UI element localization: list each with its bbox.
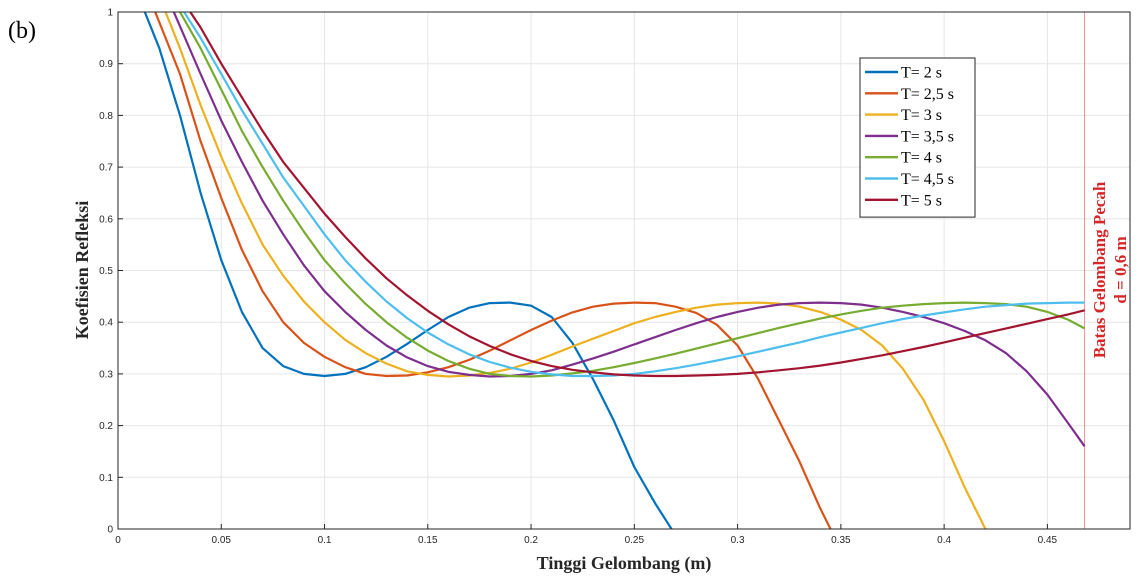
x-tick-label: 0 (115, 535, 121, 546)
legend-label: T= 4 s (901, 150, 942, 167)
y-tick-label: 0.7 (99, 163, 113, 174)
y-tick-label: 0 (107, 525, 113, 536)
series-line-6 (183, 12, 1085, 378)
y-tick-label: 0.4 (99, 318, 113, 329)
y-tick-label: 0.8 (99, 111, 113, 122)
y-tick-label: 0.6 (99, 214, 113, 225)
series-line-3 (164, 12, 987, 529)
breaking-limit-label: Batas Gelombang Pecah (1090, 181, 1109, 358)
series-line-2 (154, 12, 832, 529)
series-line-1 (143, 12, 673, 529)
y-axis-label: Koefisien Refleksi (72, 201, 92, 339)
x-tick-label: 0.45 (1038, 535, 1058, 546)
y-tick-label: 0.2 (99, 421, 113, 432)
panel-label: (b) (8, 18, 36, 44)
breaking-depth-label: d = 0,6 m (1111, 236, 1130, 303)
series-line-5 (179, 12, 1086, 378)
legend-label: T= 2 s (901, 65, 942, 82)
x-tick-label: 0.2 (524, 535, 538, 546)
legend-box (859, 57, 976, 218)
legend-label: T= 3,5 s (901, 128, 954, 145)
x-tick-label: 0.35 (831, 535, 851, 546)
x-axis-label: Tinggi Gelombang (m) (537, 553, 712, 574)
legend-label: T= 5 s (901, 192, 942, 209)
legend: T= 2 s T= 2,5 s T= 3 s T= 3,5 s T= 4 s T= 4,5… (859, 57, 976, 218)
y-tick-label: 1 (107, 8, 113, 19)
x-tick-label: 0.15 (418, 535, 438, 546)
x-tick-label: 0.05 (212, 535, 232, 546)
y-tick-label: 0.5 (99, 266, 113, 277)
y-tick-label: 0.9 (99, 59, 113, 70)
grid (118, 12, 1130, 529)
x-tick-label: 0.1 (318, 535, 332, 546)
series-lines (143, 12, 1086, 529)
x-tick-label: 0.3 (731, 535, 745, 546)
legend-label: T= 4,5 s (901, 171, 954, 188)
y-tick-label: 0.1 (99, 473, 113, 484)
breaking-limit: Batas Gelombang Pecah d = 0,6 m (1084, 12, 1130, 529)
legend-label: T= 3 s (901, 107, 942, 124)
x-tick-label: 0.25 (625, 535, 645, 546)
x-tick-label: 0.4 (937, 535, 951, 546)
legend-label: T= 2,5 s (901, 86, 954, 103)
axis-ticks: 0 0.05 0.1 0.15 0.2 0.25 0.3 0.35 0.4 0.45 0 0.1 0.2… (99, 8, 1057, 547)
series-line-4 (172, 12, 1086, 447)
y-tick-label: 0.3 (99, 369, 113, 380)
series-line-7 (189, 12, 1085, 378)
